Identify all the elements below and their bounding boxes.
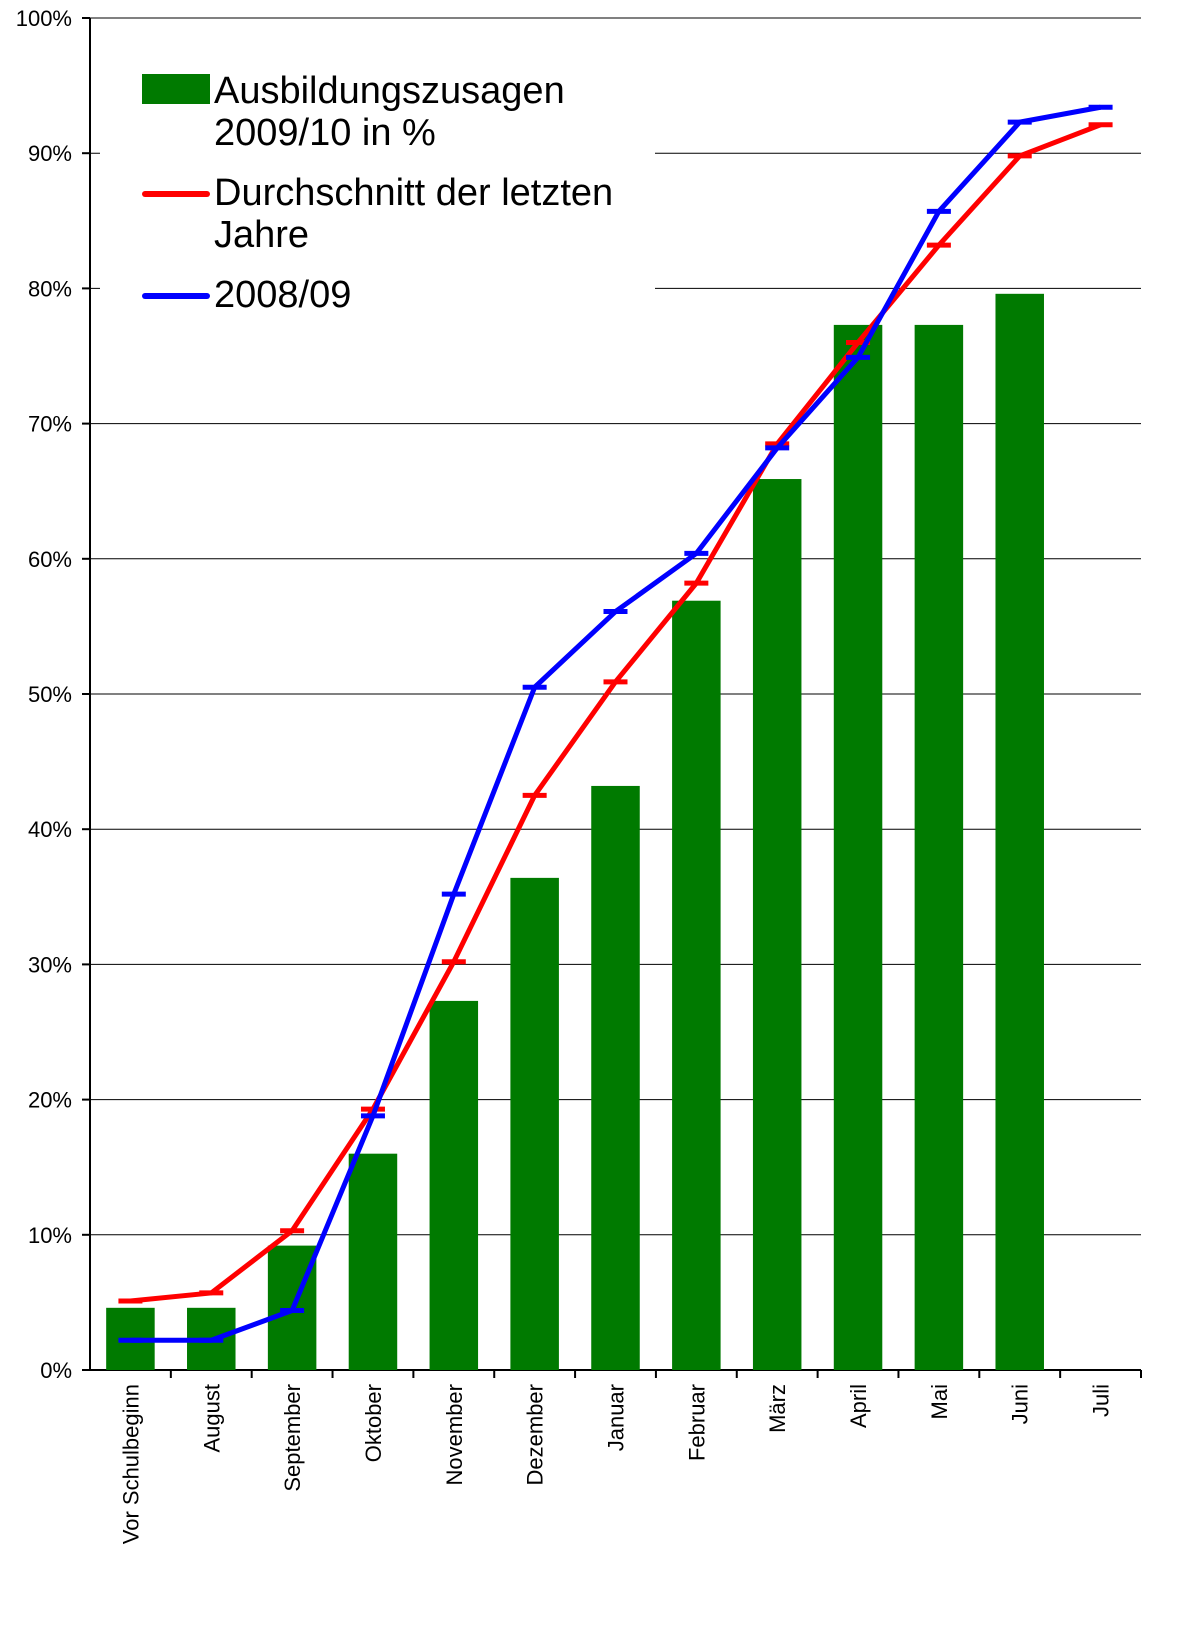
y-tick-label: 90% xyxy=(28,141,72,166)
bar xyxy=(914,324,964,1370)
legend-item: Durchschnitt der letzten Jahre xyxy=(100,172,655,256)
legend-swatch xyxy=(142,70,210,112)
y-tick-label: 0% xyxy=(40,1358,72,1383)
x-tick-label: November xyxy=(442,1384,467,1485)
legend-item: Ausbildungszusagen 2009/10 in % xyxy=(100,70,655,154)
x-tick-label: April xyxy=(846,1384,871,1428)
x-tick-label: Juni xyxy=(1008,1384,1033,1424)
bar xyxy=(833,324,883,1370)
y-tick-label: 70% xyxy=(28,412,72,437)
y-tick-label: 30% xyxy=(28,952,72,977)
bar xyxy=(348,1153,398,1370)
y-tick-label: 60% xyxy=(28,547,72,572)
bar xyxy=(752,479,802,1371)
legend-item: 2008/09 xyxy=(100,274,655,316)
bar xyxy=(429,1000,479,1370)
x-tick-label: September xyxy=(280,1384,305,1492)
y-tick-label: 40% xyxy=(28,817,72,842)
y-tick-label: 80% xyxy=(28,276,72,301)
x-tick-label: Vor Schulbeginn xyxy=(118,1384,143,1544)
legend-label: Ausbildungszusagen 2009/10 in % xyxy=(214,70,565,154)
legend-label: 2008/09 xyxy=(214,274,352,316)
y-tick-label: 100% xyxy=(16,6,72,31)
x-tick-label: Juli xyxy=(1089,1384,1114,1417)
bar xyxy=(995,293,1044,1371)
legend-label: Durchschnitt der letzten Jahre xyxy=(214,172,614,256)
bar xyxy=(591,785,640,1370)
bar xyxy=(672,600,721,1370)
x-tick-label: August xyxy=(199,1384,224,1453)
x-tick-label: Mai xyxy=(927,1384,952,1419)
bar xyxy=(510,877,559,1370)
x-tick-label: Dezember xyxy=(523,1384,548,1485)
legend-swatch xyxy=(142,172,210,214)
y-tick-label: 50% xyxy=(28,682,72,707)
y-tick-label: 20% xyxy=(28,1088,72,1113)
legend-swatch xyxy=(142,274,210,316)
x-tick-label: Januar xyxy=(604,1384,629,1451)
x-tick-label: Februar xyxy=(684,1384,709,1461)
x-tick-label: Oktober xyxy=(361,1384,386,1462)
y-tick-label: 10% xyxy=(28,1223,72,1248)
legend: Ausbildungszusagen 2009/10 in % Durchschn… xyxy=(100,62,655,348)
x-tick-label: März xyxy=(765,1384,790,1433)
